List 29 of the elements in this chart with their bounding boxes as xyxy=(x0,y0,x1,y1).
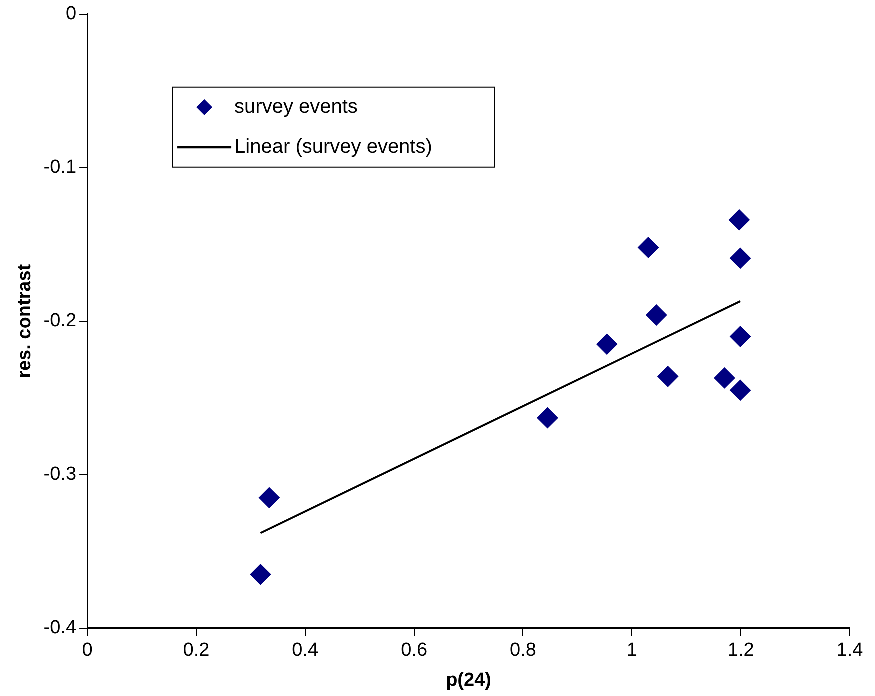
legend-label: Linear (survey events) xyxy=(234,136,432,158)
point xyxy=(250,564,272,586)
y-tick-label: 0 xyxy=(66,4,77,25)
point xyxy=(596,334,618,355)
point xyxy=(730,248,752,269)
x-tick-label: 0.2 xyxy=(183,640,210,662)
x-tick-label: 0.8 xyxy=(510,640,536,662)
point xyxy=(728,210,750,231)
point xyxy=(258,487,280,508)
y-tick-label: -0.1 xyxy=(44,157,77,178)
point xyxy=(730,380,752,401)
point xyxy=(658,366,679,388)
y-tick-label: -0.3 xyxy=(44,464,77,486)
legend-label: survey events xyxy=(234,96,358,118)
y-axis-title: res. contrast xyxy=(14,264,36,378)
point xyxy=(714,368,736,389)
x-axis-title: p(24) xyxy=(446,670,492,691)
x-tick-label: 0 xyxy=(82,640,93,662)
point xyxy=(646,304,668,326)
x-tick-label: 1 xyxy=(626,640,638,662)
y-tick-label: -0.2 xyxy=(44,310,77,332)
x-tick-label: 1.2 xyxy=(728,640,754,662)
x-tick-label: 0.6 xyxy=(401,640,428,662)
point xyxy=(638,237,659,258)
point xyxy=(730,326,752,348)
point xyxy=(537,408,558,429)
x-tick-label: 1.4 xyxy=(836,640,864,662)
y-tick-label: -0.4 xyxy=(44,618,77,639)
x-tick-label: 0.4 xyxy=(292,640,320,662)
